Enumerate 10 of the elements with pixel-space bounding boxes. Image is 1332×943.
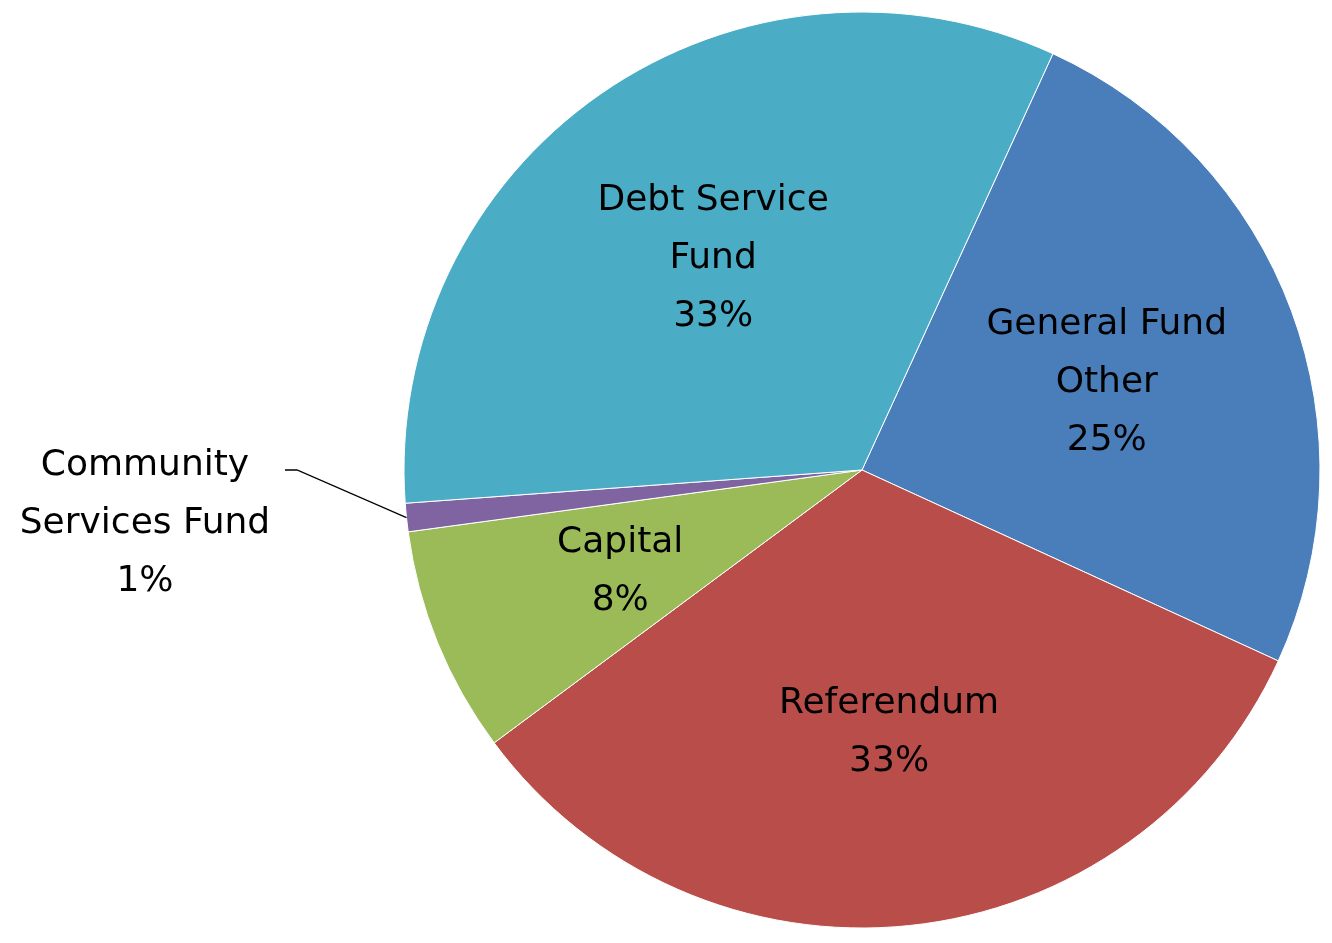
data-label: 33%	[673, 293, 754, 335]
data-label: 33%	[849, 738, 930, 780]
data-label: 25%	[1066, 416, 1147, 458]
data-label: 1%	[116, 557, 174, 599]
slice-label: Referendum	[779, 680, 1000, 722]
slice-label: Capital	[557, 519, 684, 561]
data-label: 8%	[591, 577, 649, 619]
slice-label: General Fund Other	[986, 300, 1228, 400]
slice-label: Debt Service Fund	[597, 177, 829, 277]
slice-label: Community Services Fund	[19, 441, 271, 541]
